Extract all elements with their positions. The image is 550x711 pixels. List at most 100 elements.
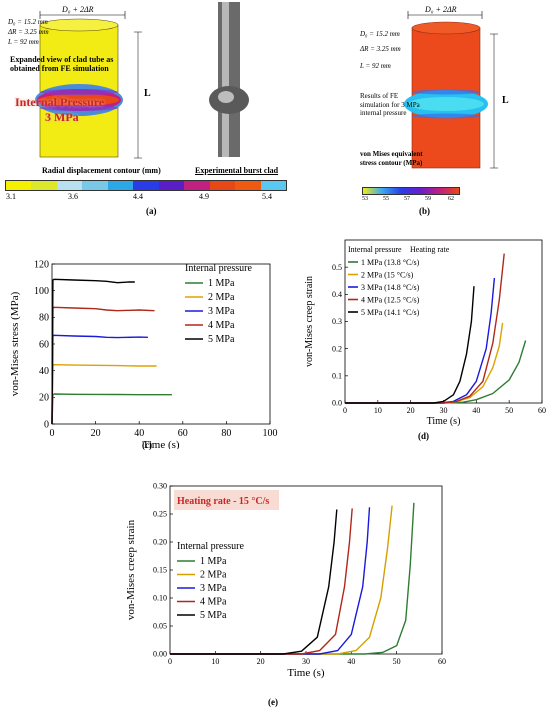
panel-b-results-caption: Results of FE simulation for 3 MPa inter…	[360, 92, 420, 117]
legend-label: 1 MPa (13.8 °C/s)	[361, 258, 420, 267]
legend-label: 3 MPa (14.8 °C/s)	[361, 283, 420, 292]
y-tick-label: 0.5	[332, 263, 342, 272]
panel-a-length-mark: L	[144, 88, 151, 99]
y-tick-label: 0.15	[153, 566, 167, 575]
series-line	[170, 509, 338, 655]
colorbar-a-segment	[260, 181, 286, 190]
panel-b-contour-title: von Mises equivalent stress contour (MPa…	[360, 150, 423, 167]
x-tick-label: 10	[211, 657, 219, 666]
y-axis-label: von-Mises creep strain	[304, 276, 315, 367]
x-tick-label: 0	[343, 406, 347, 415]
series-line	[51, 334, 148, 425]
x-tick-label: 60	[538, 406, 546, 415]
panel-a-tag: (a)	[146, 206, 157, 216]
colorbar-a-segment	[209, 181, 236, 190]
panel-b-param-d0: D₀ = 15.2 mm	[360, 30, 400, 38]
panel-a-colorbar-tick-4: 4.9	[199, 192, 209, 201]
x-tick-label: 0	[50, 428, 55, 439]
legend-label: 1 MPa	[208, 278, 235, 289]
x-tick-label: 30	[302, 657, 310, 666]
x-axis-label: Time (s)	[142, 439, 180, 449]
y-tick-label: 20	[39, 393, 49, 404]
series-line	[170, 505, 393, 655]
y-axis-label: von-Mises creep strain	[125, 519, 137, 620]
y-tick-label: 100	[34, 286, 49, 297]
chart-e: 0 10 20 30 40 50 60 0.00 0.05 0.10 0.15 0.20 0.25 0.3…	[125, 482, 446, 679]
x-tick-label: 20	[257, 657, 265, 666]
series-line	[51, 393, 172, 425]
panel-a-expanded-caption: Expanded view of clad tube as obtained f…	[10, 55, 114, 73]
chart-d: 0 10 20 30 40 50 60 0.0 0.1 0.2 0.3 0.4 0.5 Time (s) v…	[304, 239, 546, 427]
x-tick-label: 20	[407, 406, 415, 415]
series-line	[170, 507, 371, 655]
series-line	[345, 253, 505, 404]
panel-a-colorbar-tick-2: 3.6	[68, 192, 78, 201]
panel-b-colorbar-tick-2: 55	[383, 196, 389, 202]
y-tick-label: 0.00	[153, 650, 167, 659]
panel-b-colorbar-tick-3: 57	[404, 196, 410, 202]
chart-c: 0 20 40 60 80 100 0 20 40 60 80 100 120 Time (s) von-M…	[9, 259, 278, 449]
colorbar-a-segment	[107, 181, 134, 190]
y-tick-label: 0.2	[332, 344, 342, 353]
y-tick-label: 0.05	[153, 622, 167, 631]
panel-a-dim-top: D₀ + 2ΔR	[62, 5, 94, 14]
panel-a-param-l: L = 92 mm	[8, 38, 39, 46]
panel-a-pressure-line2: 3 MPa	[45, 110, 79, 124]
x-tick-label: 40	[472, 406, 480, 415]
legend-label: 3 MPa	[200, 583, 227, 594]
colorbar-a-segment	[133, 181, 159, 190]
colorbar-a-segment	[235, 181, 261, 190]
y-tick-label: 120	[34, 259, 49, 270]
x-tick-label: 50	[505, 406, 513, 415]
colorbar-a-segment	[6, 181, 32, 190]
x-tick-label: 0	[168, 657, 172, 666]
panel-a-colorbar	[5, 180, 287, 191]
y-tick-label: 80	[39, 313, 49, 324]
legend-label: 5 MPa	[200, 610, 227, 621]
legend-label: 4 MPa	[200, 597, 227, 608]
panel-a-colorbar-tick-1: 3.1	[6, 192, 16, 201]
y-tick-label: 0.0	[332, 399, 342, 408]
chart-c-tag: (c)	[142, 440, 152, 450]
series-line	[345, 286, 475, 404]
panel-b-param-l: L = 92 mm	[360, 62, 391, 70]
panel-a-colorbar-tick-3: 4.4	[133, 192, 143, 201]
plot-frame	[51, 263, 271, 425]
colorbar-a-segment	[56, 181, 83, 190]
x-tick-label: 100	[263, 428, 278, 439]
x-axis-label: Time (s)	[427, 416, 461, 427]
x-tick-label: 60	[178, 428, 188, 439]
series-line	[51, 278, 135, 425]
chart-e-tag: (e)	[268, 697, 278, 707]
series-line	[170, 502, 415, 655]
x-tick-label: 10	[374, 406, 382, 415]
y-tick-label: 0.25	[153, 510, 167, 519]
panel-b-length-mark: L	[502, 95, 509, 106]
legend-label: 4 MPa	[208, 320, 235, 331]
panel-a-graphics	[35, 0, 252, 160]
chart-d-tag: (d)	[418, 431, 429, 441]
legend-label: 5 MPa (14.1 °C/s)	[361, 308, 420, 317]
series-line	[345, 322, 504, 404]
panel-b-colorbar-tick-5: 62	[448, 196, 454, 202]
x-tick-label: 60	[438, 657, 446, 666]
legend-label: 1 MPa	[200, 556, 227, 567]
panel-b-colorbar-tick-4: 59	[425, 196, 431, 202]
legend-subtitle: Heating rate	[410, 245, 450, 254]
x-tick-label: 80	[221, 428, 231, 439]
y-tick-label: 0.10	[153, 594, 167, 603]
legend-title: Internal pressure	[185, 263, 252, 274]
legend-label: 3 MPa	[208, 306, 235, 317]
panel-b-colorbar	[362, 187, 460, 195]
panel-b-colorbar-tick-1: 53	[362, 196, 368, 202]
x-tick-label: 30	[440, 406, 448, 415]
colorbar-a-segment	[31, 181, 57, 190]
colorbar-a-segment	[158, 181, 185, 190]
y-tick-label: 0	[44, 419, 49, 430]
x-tick-label: 40	[134, 428, 144, 439]
y-tick-label: 0.4	[332, 290, 342, 299]
panel-b-tag: (b)	[419, 206, 430, 216]
x-tick-label: 20	[91, 428, 101, 439]
panel-a-experimental-caption: Experimental burst clad	[195, 166, 279, 175]
panel-b-dim-top: D₀ + 2ΔR	[425, 5, 457, 14]
